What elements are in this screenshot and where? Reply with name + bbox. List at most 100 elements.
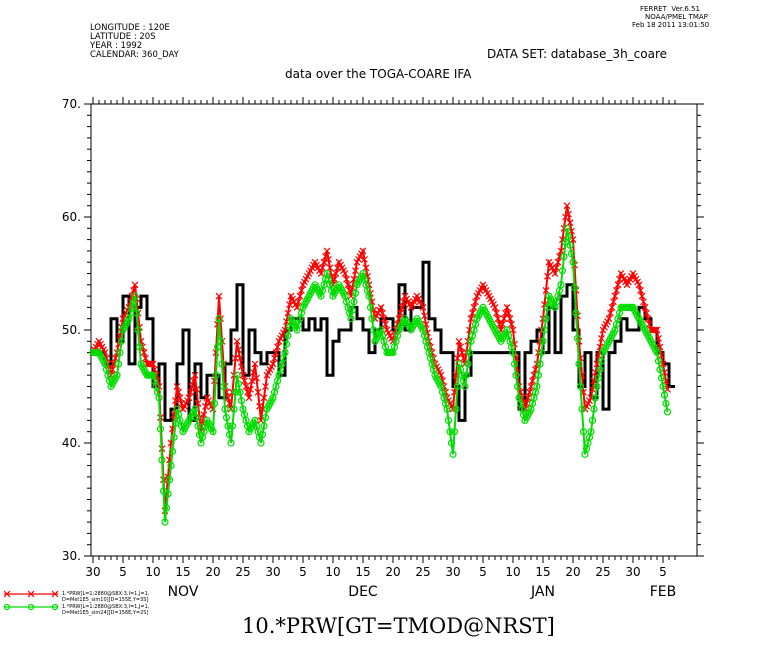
series-green-marker (447, 439, 456, 447)
series-green-marker (537, 349, 546, 357)
series-red-marker (494, 315, 502, 323)
series-green-marker (444, 416, 453, 424)
x-tick-label: 5 (119, 565, 127, 579)
series-red-marker (508, 320, 515, 328)
series-red-marker (524, 394, 532, 402)
y-tick-label: 40. (62, 436, 81, 450)
legend-red-line1: 1.*PRW[L=1:2880@SBX:3,I=1,J=1, (62, 591, 150, 597)
series-red-marker (505, 309, 512, 317)
series-green-marker (218, 360, 226, 368)
series-red-marker (172, 397, 179, 405)
series-green-marker (212, 371, 220, 379)
series-green-marker (572, 309, 580, 317)
series-red-marker (544, 272, 551, 280)
series-red-marker (460, 354, 467, 362)
longitude-label: LONGITUDE : 120E (90, 23, 170, 33)
series-green-marker (210, 399, 219, 408)
x-tick-label: 30 (445, 565, 460, 579)
series-green-marker (260, 422, 268, 430)
series-green-marker (558, 267, 567, 275)
series-red-marker (644, 315, 652, 323)
series-green-marker (540, 326, 549, 334)
series-red-marker (611, 292, 619, 300)
series-green-marker (657, 374, 666, 382)
series-green-marker (135, 343, 144, 351)
series-red-marker (499, 320, 506, 328)
series-red-marker (284, 309, 292, 317)
series-red-marker (130, 287, 137, 294)
series-red-marker (469, 309, 476, 317)
series-green-marker (236, 388, 244, 396)
series-red-marker (496, 320, 503, 328)
series-red-marker (542, 287, 550, 294)
series-green-marker (281, 349, 289, 357)
series-green-marker (216, 337, 225, 345)
series-red-marker (319, 264, 326, 272)
series-red-marker (245, 394, 253, 402)
series-red-marker (226, 400, 233, 407)
x-tick-label: 5 (659, 565, 667, 579)
series-green-marker (461, 382, 469, 391)
series-red-marker (109, 366, 116, 373)
y-tick-label: 70. (62, 97, 81, 111)
series-red-marker (566, 219, 574, 227)
x-tick-label: 30 (85, 565, 100, 579)
series-green-marker (578, 405, 586, 413)
series-red-marker (554, 258, 562, 266)
year-label: YEAR : 1992 (90, 41, 143, 51)
series-red-marker (332, 270, 340, 277)
series-green-marker (594, 374, 603, 382)
series-red-marker (655, 335, 662, 342)
series-red-marker (271, 354, 278, 362)
series-green-marker (209, 428, 217, 436)
x-tick-label: 25 (235, 565, 250, 579)
series-red-marker (341, 270, 349, 277)
series-red-marker (146, 360, 154, 368)
series-green-marker (560, 252, 568, 261)
series-red-marker (607, 309, 614, 317)
series-red-marker (187, 388, 194, 396)
series-green-marker (450, 428, 459, 436)
series-red-marker (176, 394, 184, 402)
bottom-title: 10.*PRW[GT=TMOD@NRST] (242, 614, 555, 638)
series-red-marker (493, 309, 500, 317)
series-green-marker (261, 413, 270, 422)
series-red-marker (614, 281, 622, 289)
series-green-marker (231, 388, 240, 396)
series-green-marker (213, 343, 222, 351)
series-red-marker (248, 377, 256, 385)
series-red-marker (559, 236, 566, 244)
x-tick-label: 25 (415, 565, 430, 579)
x-tick-label: 20 (385, 565, 400, 579)
series-green-marker (168, 447, 177, 456)
x-tick-label: 10 (325, 565, 340, 579)
series-green-marker (257, 439, 265, 447)
series-red-marker (233, 337, 241, 345)
series-green-marker (567, 250, 576, 258)
legend-red-marker (51, 590, 59, 598)
series-red-marker (419, 303, 427, 311)
legend-green-line1: 1.*PRW[L=1:2880@SBX:3,I=1,J=1, (62, 604, 150, 610)
series-green-marker (284, 332, 292, 340)
calendar-label: CALENDAR: 360_DAY (90, 50, 179, 60)
series-red-marker (638, 292, 646, 300)
series-green-marker (350, 298, 358, 306)
series-green-marker (282, 340, 291, 348)
series-red-marker (637, 287, 644, 294)
legend-red-marker (3, 590, 11, 598)
x-tick-label: 20 (565, 565, 580, 579)
series-red-marker (151, 366, 158, 373)
legend-green-marker (27, 603, 35, 611)
ferret-org: NOAA/PMEL TMAP (645, 13, 708, 21)
series-red-marker (652, 326, 659, 334)
series-green-marker (570, 284, 579, 292)
series-green-marker (513, 382, 522, 391)
series-red-marker (326, 264, 334, 272)
series-green-marker (225, 430, 234, 439)
legend-green-line2: D=Met1E5_sim24][D=156E,Y=2S] (62, 610, 149, 616)
series-red-marker (382, 320, 389, 328)
series-red-marker (173, 383, 181, 390)
series-green-marker (591, 394, 600, 402)
series-green-marker (234, 380, 243, 388)
series-red-marker (359, 247, 367, 255)
